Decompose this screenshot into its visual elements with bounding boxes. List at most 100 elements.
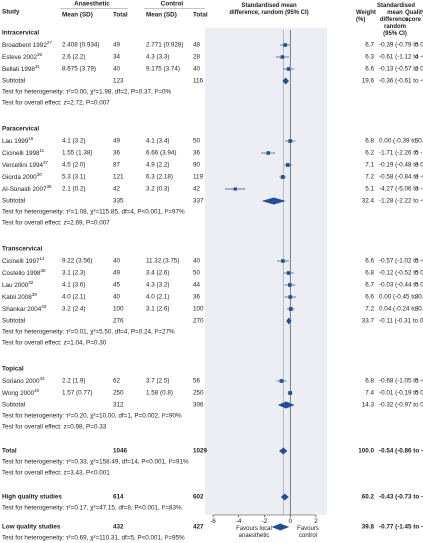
smd-label: -0.57 (-1.02 to -0.12): [379, 258, 423, 265]
anaesthetic-total: 36: [113, 150, 121, 157]
x-tick-label: -4: [236, 518, 242, 525]
study-name: Costello 199838: [2, 268, 46, 276]
anaesthetic-total: 62: [113, 378, 121, 385]
study-marker: [266, 151, 270, 155]
reference: 16: [28, 136, 34, 141]
anaesthetic-total: 45: [113, 282, 121, 289]
smd-label: -0.39 (-0.79 to 0.02): [379, 42, 423, 49]
anaesthetic-total: 121: [113, 174, 124, 181]
anaesthetic-mean-sd: 4.5 (2.0): [62, 162, 85, 169]
summary-diamond: [261, 197, 286, 205]
reference: 37: [43, 160, 49, 165]
x-tick-label: 2: [314, 518, 318, 525]
weight: 6.7: [365, 42, 374, 49]
control-total: 119: [193, 174, 204, 181]
mean-sd-header: Mean (SD): [146, 12, 177, 19]
control-mean-sd: 4.3 (3.3): [146, 54, 169, 61]
anaesthetic-total: 123: [113, 78, 124, 85]
study-marker: [288, 283, 292, 287]
anaesthetic-total: 614: [113, 494, 124, 501]
anaesthetic-mean-sd: 9.22 (3.56): [62, 258, 92, 265]
reference: 31: [35, 64, 41, 69]
overall-effect-test: Test for overall effect: z=1.04, P=0.30: [2, 340, 107, 347]
quality: 3: [415, 294, 419, 301]
weight: 6.6: [365, 294, 374, 301]
smd-label: 0.04 (-0.24 to 0.32): [379, 306, 423, 313]
anaesthetic-mean-sd: 3.2 (2.4): [62, 306, 85, 313]
heterogeneity-test: Test for heterogeneity: τ²=0.17, χ²=47.1…: [2, 505, 182, 512]
summary-title: Low quality studies: [2, 524, 61, 531]
anaesthetic-total: 49: [113, 270, 121, 277]
anaesthetic-mean-sd: 2.6 (2.2): [62, 54, 85, 61]
anaesthetic-mean-sd: 2.1 (0.2): [62, 186, 85, 193]
study-marker: [286, 67, 291, 71]
quality: 5: [415, 150, 419, 157]
weight: 6.2: [365, 150, 374, 157]
anaesthetic-mean-sd: 4.0 (2.1): [62, 294, 85, 301]
study-name: Cicinelli 199811: [2, 148, 45, 156]
smd-header: Standardised mean difference, random (95…: [377, 3, 416, 37]
control-total: 50: [193, 138, 201, 145]
smd-label: -0.58 (-0.84 to -0.32): [379, 174, 423, 181]
control-total: 42: [193, 186, 201, 193]
smd-label: -0.68 (-1.05 to -0.30): [379, 378, 423, 385]
control-total: 36: [193, 150, 201, 157]
control-mean-sd: 11.32 (3.75): [146, 258, 180, 265]
control-total: 90: [193, 162, 201, 169]
smd-label: -1.71 (-2.26 to -1.17): [379, 150, 423, 157]
x-tick-label: -6: [210, 518, 216, 525]
control-mean-sd: 4.1 (3.4): [146, 138, 169, 145]
smd-label: -0.36 (-0.61 to -0.10): [379, 78, 423, 85]
control-total: 306: [193, 402, 204, 409]
reference: 36: [46, 184, 52, 189]
study-marker: [283, 43, 288, 47]
study-label: Costello 1998: [2, 270, 41, 277]
study-marker: [288, 307, 293, 311]
study-marker: [288, 295, 293, 299]
control-total: 116: [193, 78, 204, 85]
anaesthetic-mean-sd: 1.57 (0.77): [62, 390, 92, 397]
subtotal-label: Subtotal: [2, 78, 25, 85]
reference: 32: [28, 280, 34, 285]
weight: 6.6: [365, 66, 374, 73]
control-total: 36: [193, 294, 201, 301]
study-name: Al-Sunaidi 200736: [2, 184, 52, 192]
quality: 5: [415, 378, 419, 385]
reference: 39: [32, 292, 38, 297]
study-header: Study: [2, 9, 20, 16]
smd-label: -0.11 (-0.31 to 0.10): [379, 318, 423, 325]
weight-header: Weight (%): [356, 10, 376, 23]
quality: 3: [415, 162, 419, 169]
smd-label: -1.28 (-2.22 to -0.35): [379, 198, 423, 205]
weight: 7.2: [365, 306, 374, 313]
weight: 6.8: [365, 138, 374, 145]
study-name: Lau 200032: [2, 280, 34, 288]
smd-label: -0.12 (-0.52 to 0.27): [379, 270, 423, 277]
study-name: Kabli 200839: [2, 292, 37, 300]
heterogeneity-test: Test for heterogeneity: τ²=0.20, χ²=10.0…: [2, 413, 182, 420]
anaesthetic-total: 87: [113, 162, 121, 169]
heterogeneity-test: Test for heterogeneity: τ²=1.08, χ²=115.…: [2, 209, 185, 216]
study-name: Wong 200040: [2, 388, 40, 396]
control-header: Control: [161, 1, 184, 8]
smd-label: -0.61 (-1.12 to -0.10): [379, 54, 423, 61]
study-label: Lau 2000: [2, 282, 29, 289]
weight: 39.8: [362, 524, 375, 531]
control-total: 602: [193, 494, 204, 501]
summary-title: High quality studies: [2, 494, 62, 501]
anaesthetic-total: 250: [113, 390, 124, 397]
reference: 11: [39, 148, 44, 153]
anaesthetic-mean-sd: 5.3 (3.1): [62, 174, 85, 181]
anaesthetic-total: 1046: [113, 448, 128, 455]
plot-background: [205, 28, 327, 515]
quality: 4: [415, 54, 419, 61]
subtotal-label: Subtotal: [2, 198, 25, 205]
anaesthetic-total: 100: [113, 306, 124, 313]
reference: 35: [37, 52, 43, 57]
quality: 3: [415, 174, 419, 181]
weight: 6.8: [365, 378, 374, 385]
study-marker: [288, 139, 293, 143]
summary-diamond: [271, 523, 290, 531]
study-label: Lau 1999: [2, 138, 29, 145]
